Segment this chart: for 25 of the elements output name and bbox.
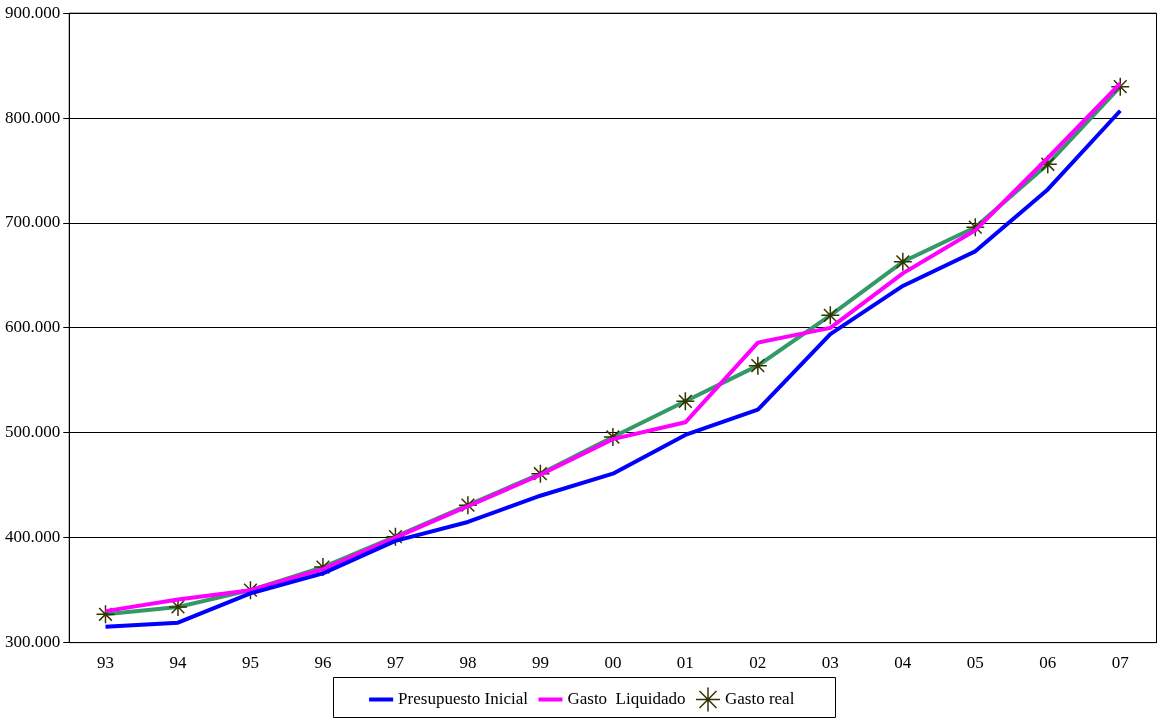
x-tick-label: 00 — [604, 653, 622, 673]
x-tick-label: 93 — [96, 653, 114, 673]
x-tick-label: 06 — [1039, 653, 1057, 673]
x-tick-label: 03 — [821, 653, 839, 673]
x-tick-label: 05 — [966, 653, 984, 673]
legend-label: Gasto Liquidado — [567, 688, 686, 708]
x-tick-label: 99 — [531, 653, 549, 673]
y-tick-label: 600.000 — [5, 317, 61, 337]
x-tick-label: 97 — [386, 653, 405, 673]
y-tick-label: 800.000 — [5, 107, 61, 127]
y-tick-label: 700.000 — [5, 212, 61, 232]
y-tick-label: 500.000 — [5, 422, 61, 442]
y-tick-label: 900.000 — [5, 2, 61, 22]
x-tick-label: 02 — [749, 653, 767, 673]
legend-label: Gasto real — [724, 688, 795, 708]
x-tick-label: 04 — [894, 653, 912, 673]
x-tick-label: 07 — [1111, 653, 1130, 673]
y-tick-label: 400.000 — [5, 527, 61, 547]
x-tick-label: 94 — [169, 653, 187, 673]
x-tick-label: 98 — [459, 653, 477, 673]
y-tick-label: 300.000 — [5, 632, 61, 652]
x-tick-label: 96 — [314, 653, 332, 673]
legend-label: Presupuesto Inicial — [398, 688, 529, 708]
x-tick-label: 01 — [676, 653, 694, 673]
x-tick-label: 95 — [241, 653, 259, 673]
